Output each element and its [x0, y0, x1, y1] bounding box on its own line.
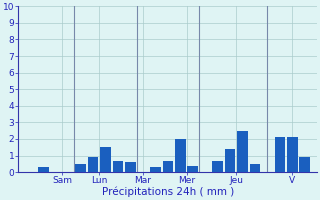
Bar	[150, 167, 161, 172]
Bar	[188, 166, 198, 172]
Bar	[100, 147, 111, 172]
Bar	[175, 139, 186, 172]
Bar	[237, 131, 248, 172]
Bar	[212, 161, 223, 172]
Bar	[287, 137, 298, 172]
Bar	[275, 137, 285, 172]
Bar	[225, 149, 236, 172]
Bar	[125, 162, 136, 172]
Bar	[38, 167, 49, 172]
Bar	[113, 161, 123, 172]
Bar	[163, 161, 173, 172]
X-axis label: Précipitations 24h ( mm ): Précipitations 24h ( mm )	[102, 187, 234, 197]
Bar	[88, 157, 99, 172]
Bar	[300, 157, 310, 172]
Bar	[250, 164, 260, 172]
Bar	[76, 164, 86, 172]
